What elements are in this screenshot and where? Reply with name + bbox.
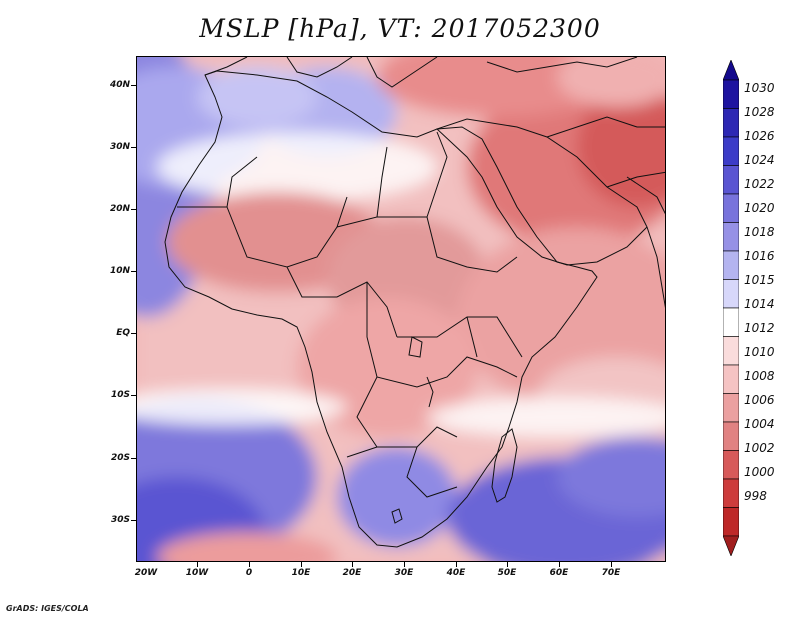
colorbar-label-1016: 1016 (744, 249, 775, 263)
colorbar-swatch (723, 507, 739, 537)
colorbar-label-1022: 1022 (744, 177, 775, 191)
lon-label-0: 0 (245, 568, 253, 578)
colorbar-cap-top (723, 60, 739, 81)
lat-label-10s: 10S (110, 390, 130, 400)
colorbar-swatch (723, 450, 739, 480)
lon-label-10e: 10E (291, 568, 311, 578)
colorbar-swatch (723, 222, 739, 252)
colorbar-label-1010: 1010 (744, 345, 775, 359)
colorbar-label-1002: 1002 (744, 441, 775, 455)
credit-text: GrADS: IGES/COLA (6, 604, 89, 613)
lat-label-20s: 20S (110, 453, 130, 463)
colorbar-label-1008: 1008 (744, 369, 775, 383)
lat-label-30s: 30S (110, 515, 130, 525)
colorbar-swatch (723, 279, 739, 309)
colorbar-label-1015: 1015 (744, 273, 775, 287)
colorbar-swatch (723, 478, 739, 508)
colorbar-swatch (723, 193, 739, 223)
colorbar-label-1030: 1030 (744, 81, 775, 95)
lon-label-50e: 50E (497, 568, 517, 578)
colorbar-swatch (723, 136, 739, 166)
lon-label-60e: 60E (549, 568, 569, 578)
colorbar-swatch (723, 250, 739, 280)
colorbar-swatch (723, 364, 739, 394)
lat-label-20n: 20N (109, 204, 130, 214)
colorbar-swatch (723, 307, 739, 337)
colorbar-swatch (723, 336, 739, 366)
chart-title: MSLP [hPa], VT: 2017052300 (199, 14, 601, 43)
lon-label-30e: 30E (394, 568, 414, 578)
lon-label-10w: 10W (185, 568, 209, 578)
colorbar-label-1000: 1000 (744, 465, 775, 479)
colorbar-swatch (723, 421, 739, 451)
colorbar-swatch (723, 79, 739, 109)
colorbar-label-1014: 1014 (744, 297, 775, 311)
lon-label-20w: 20W (134, 568, 158, 578)
colorbar-label-1026: 1026 (744, 129, 775, 143)
colorbar (723, 60, 739, 556)
colorbar-label-1018: 1018 (744, 225, 775, 239)
pressure-map (136, 56, 666, 562)
colorbar-cap-bottom (723, 535, 739, 556)
colorbar-label-1004: 1004 (744, 417, 775, 431)
colorbar-label-1024: 1024 (744, 153, 775, 167)
colorbar-label-998: 998 (744, 489, 767, 503)
lat-label-40n: 40N (109, 80, 130, 90)
colorbar-swatch (723, 108, 739, 138)
colorbar-label-1020: 1020 (744, 201, 775, 215)
lat-label-eq: EQ (116, 328, 130, 338)
colorbar-label-1006: 1006 (744, 393, 775, 407)
lon-label-20e: 20E (342, 568, 362, 578)
lon-label-40e: 40E (446, 568, 466, 578)
colorbar-swatch (723, 393, 739, 423)
lat-label-30n: 30N (109, 142, 130, 152)
colorbar-label-1012: 1012 (744, 321, 775, 335)
mslp-field (137, 57, 665, 561)
colorbar-swatch (723, 165, 739, 195)
lat-label-10n: 10N (109, 266, 130, 276)
lon-label-70e: 70E (601, 568, 621, 578)
colorbar-label-1028: 1028 (744, 105, 775, 119)
